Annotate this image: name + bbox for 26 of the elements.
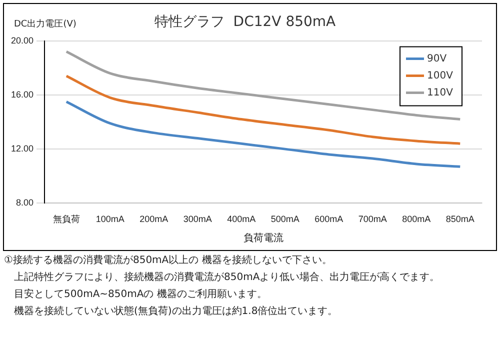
legend-label: 110V <box>427 87 454 98</box>
line-series <box>65 50 462 121</box>
text: 上記特性グラフにより、接続機器の消費電流が850mAより低い場合、出力電圧が高くでます。 <box>13 270 440 285</box>
chart-title: 特性グラフ DC12V 850mA <box>154 14 336 30</box>
x-tick-label: 400mA <box>227 214 256 224</box>
text: 機器を接続していない状態(無負荷)の出力電圧は約1.8倍位出ています。 <box>13 304 339 319</box>
y-tick-label: 8.00 <box>16 198 34 208</box>
y-tick-label: 16.00 <box>10 89 34 100</box>
x-tick-label: 700mA <box>358 214 387 224</box>
y-axis-title: DC出力電圧(V) <box>14 18 76 30</box>
x-tick-label: 500mA <box>270 214 300 224</box>
x-tick-label: 100mA <box>96 214 124 224</box>
text: ①接続する機器の消費電流が850mA以上の 機器を接続しないで下さい。 <box>4 254 333 268</box>
x-tick-label: 850mA <box>446 214 474 224</box>
text: 目安として500mA~850mAの 機器のご利用願います。 <box>13 288 268 302</box>
x-tick-label: 無負荷 <box>52 214 80 224</box>
y-tick-label: 12.00 <box>10 144 34 154</box>
line-series <box>65 100 462 168</box>
x-tick-label: 600mA <box>314 214 344 224</box>
x-tick-label: 300mA <box>183 214 212 224</box>
x-tick-label: 200mA <box>140 214 168 224</box>
x-tick-label: 800mA <box>402 214 431 224</box>
x-axis-title: 負荷電流 <box>243 232 284 244</box>
y-tick-label: 20.00 <box>10 35 34 46</box>
legend-label: 100V <box>427 70 454 82</box>
legend-label: 90V <box>427 53 447 64</box>
